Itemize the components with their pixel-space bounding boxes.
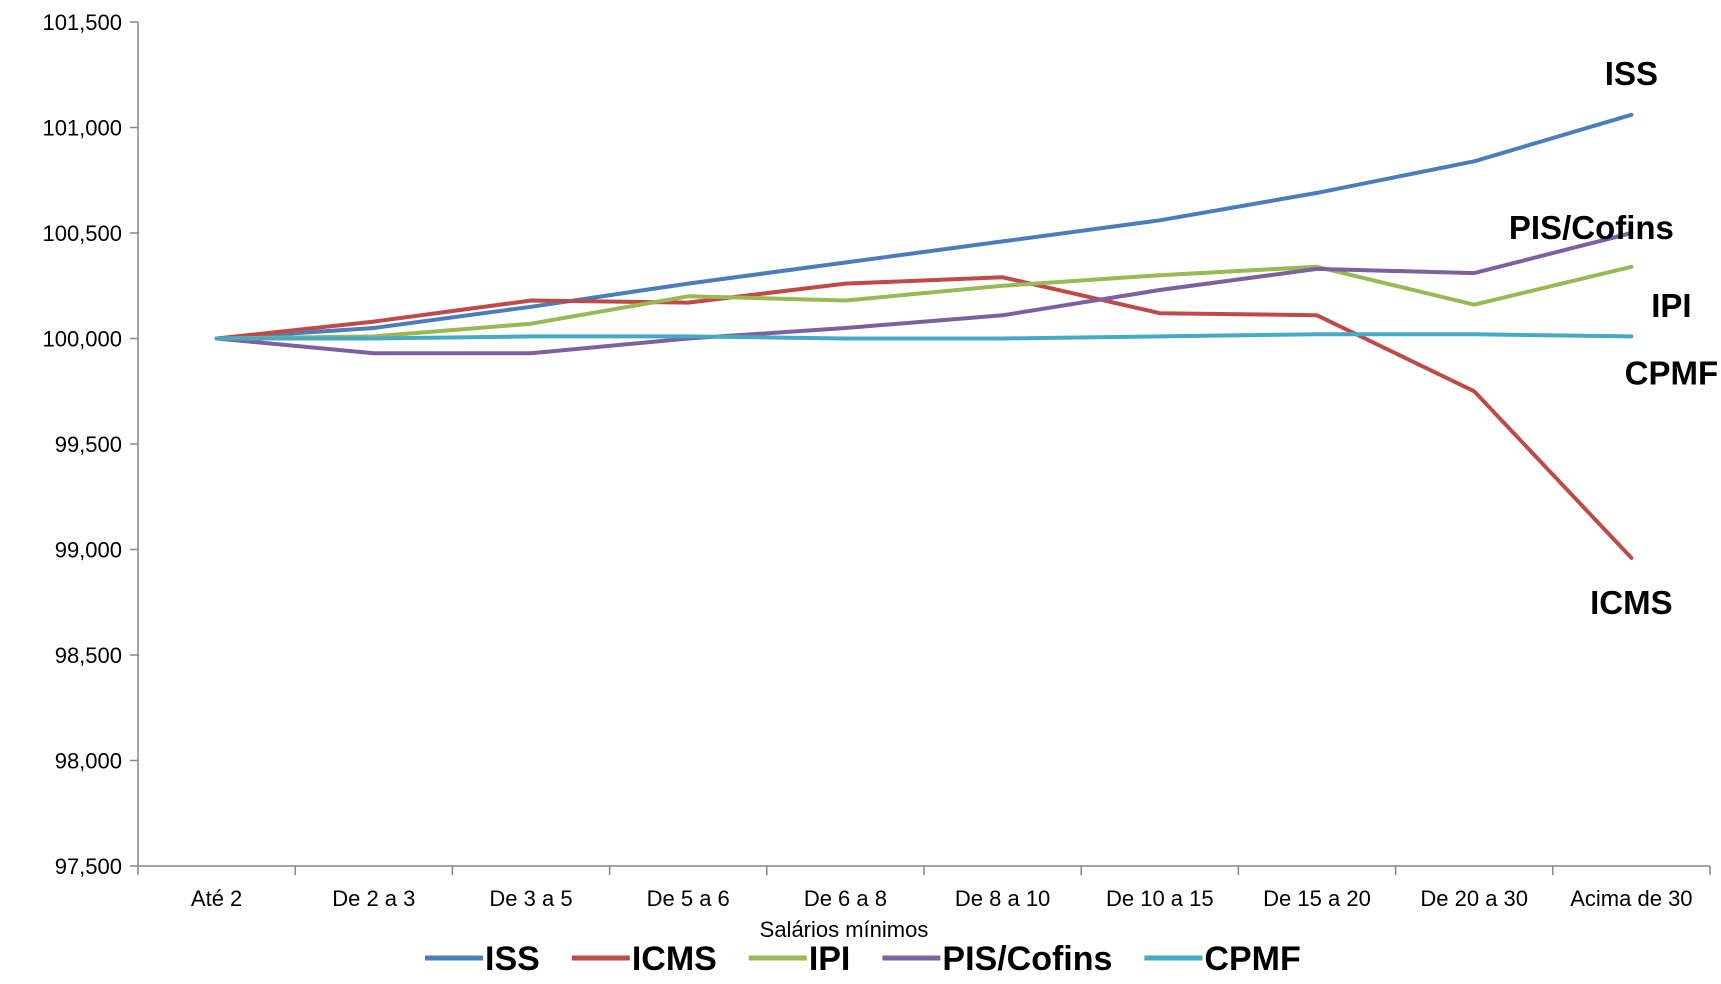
series-lines — [214, 112, 1634, 560]
x-tick-label: Até 2 — [191, 886, 242, 911]
end-label-iss: ISS — [1605, 55, 1658, 92]
series-line-icms — [214, 275, 1634, 560]
y-tick-label: 98,500 — [55, 643, 122, 668]
y-tick-label: 99,500 — [55, 432, 122, 457]
series-line-cpmf — [214, 332, 1634, 341]
x-tick-label: De 6 a 8 — [804, 886, 887, 911]
legend: ISS ICMS IPI PIS/Cofins CPMF — [425, 940, 1301, 978]
y-tick-label: 100,500 — [42, 221, 122, 246]
series-line-ipi — [214, 264, 1634, 341]
legend-label: CPMF — [1204, 940, 1300, 978]
y-tick-label: 98,000 — [55, 749, 122, 774]
y-tick-label: 99,000 — [55, 538, 122, 563]
x-tick-label: De 8 a 10 — [955, 886, 1050, 911]
x-tick-label: De 5 a 6 — [647, 886, 730, 911]
end-label-pis-cofins: PIS/Cofins — [1509, 209, 1674, 246]
x-tick-label: De 3 a 5 — [489, 886, 572, 911]
series-line-pis-cofins — [214, 231, 1634, 356]
legend-label: IPI — [809, 940, 851, 978]
legend-label: ISS — [485, 940, 540, 978]
axes — [137, 22, 1710, 867]
x-tick-label: De 15 a 20 — [1263, 886, 1371, 911]
y-tick-label: 101,500 — [42, 10, 122, 35]
end-label-ipi: IPI — [1651, 287, 1691, 324]
end-label-cpmf: CPMF — [1625, 354, 1719, 391]
x-tick-label: De 10 a 15 — [1106, 886, 1214, 911]
y-ticks: 97,500 98,000 98,500 99,000 99,500 100,000 100… — [42, 10, 138, 879]
x-axis-title: Salários mínimos — [760, 917, 929, 942]
x-tick-label: De 20 a 30 — [1420, 886, 1528, 911]
legend-label: PIS/Cofins — [942, 940, 1112, 978]
x-tick-label: Acima de 30 — [1570, 886, 1692, 911]
end-labels: ISS ICMS IPI PIS/Cofins CPMF — [1509, 55, 1718, 621]
legend-label: ICMS — [632, 940, 717, 978]
y-tick-label: 101,000 — [42, 116, 122, 141]
x-tick-label: De 2 a 3 — [332, 886, 415, 911]
series-line-iss — [214, 112, 1634, 341]
y-tick-label: 97,500 — [55, 854, 122, 879]
end-label-icms: ICMS — [1590, 584, 1673, 621]
y-tick-label: 100,000 — [42, 327, 122, 352]
x-ticks: Até 2 De 2 a 3 De 3 a 5 De 5 a 6 De 6 a 8 De … — [137, 866, 1711, 911]
